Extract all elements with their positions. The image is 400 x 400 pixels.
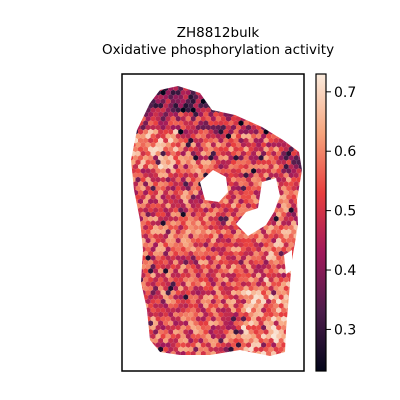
colorbar-ticks: 0.3 0.4 0.5 0.6 0.7	[326, 85, 356, 339]
colorbar-tick-label: 0.6	[334, 144, 356, 160]
colorbar-tick-label: 0.7	[334, 85, 356, 101]
colorbar-tick-label: 0.3	[334, 322, 356, 338]
colorbar	[316, 74, 326, 371]
tissue-spot-map	[126, 81, 307, 361]
colorbar-tick-label: 0.5	[334, 204, 356, 220]
colorbar-tick-label: 0.4	[334, 263, 356, 279]
